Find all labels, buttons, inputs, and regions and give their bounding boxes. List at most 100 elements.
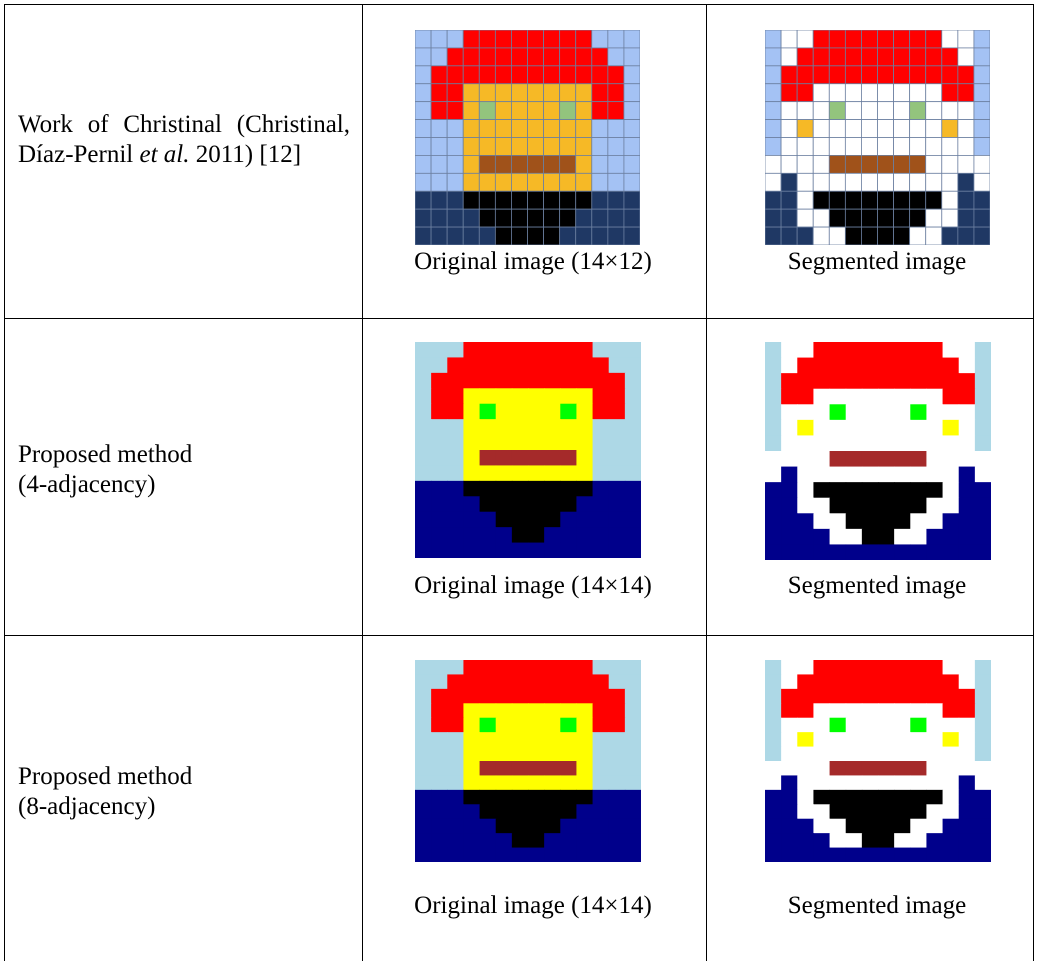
pixel	[495, 761, 513, 776]
pixel	[463, 388, 481, 405]
pixel	[797, 482, 814, 499]
pixel	[926, 544, 944, 560]
pixel	[511, 65, 528, 85]
pixel	[415, 208, 432, 228]
pixel	[829, 818, 847, 834]
pixel	[812, 83, 830, 103]
pixel	[958, 804, 976, 820]
pixel	[974, 482, 991, 499]
pixel	[861, 419, 879, 436]
pixel	[560, 372, 577, 389]
pixel-image	[415, 342, 641, 558]
pixel	[974, 732, 991, 748]
pixel	[926, 732, 944, 748]
pixel	[910, 513, 927, 530]
pixel	[813, 746, 831, 762]
pixel	[845, 818, 863, 834]
pixel	[910, 717, 927, 733]
pixel	[495, 496, 513, 513]
pixel	[559, 137, 577, 156]
pixel	[575, 137, 593, 156]
pixel	[941, 101, 959, 120]
pixel	[861, 544, 879, 560]
pixel	[624, 789, 641, 805]
pixel	[829, 357, 847, 374]
pixel	[813, 357, 831, 374]
pixel	[942, 761, 960, 776]
pixel	[576, 674, 594, 690]
pixel	[607, 208, 625, 228]
pixel	[878, 466, 895, 483]
pixel	[974, 789, 991, 805]
pixel	[765, 65, 782, 85]
pixel	[925, 83, 943, 103]
pixel	[478, 65, 496, 85]
pixel	[958, 466, 976, 483]
pixel	[957, 30, 975, 49]
pixel	[878, 732, 895, 748]
pixel	[462, 30, 480, 49]
pixel	[608, 419, 626, 436]
pixel	[543, 65, 561, 85]
pixel	[576, 542, 594, 558]
pixel	[861, 732, 879, 748]
pixel	[813, 373, 831, 390]
pixel	[958, 451, 976, 468]
pixel	[494, 155, 512, 174]
pixel	[893, 101, 911, 120]
pixel	[591, 119, 609, 138]
pixel	[431, 789, 448, 805]
pixel	[544, 388, 561, 405]
pixel	[495, 419, 513, 436]
pixel	[797, 674, 814, 690]
pixel	[511, 357, 529, 374]
caption: Original image (14×14)	[414, 572, 652, 599]
pixel	[828, 155, 846, 174]
pixel	[544, 434, 561, 451]
pixel	[958, 703, 976, 719]
pixel	[765, 482, 782, 499]
pixel	[974, 833, 991, 849]
pixel	[925, 190, 943, 210]
pixel	[592, 660, 610, 675]
pixel	[829, 717, 847, 733]
pixel	[431, 342, 448, 358]
pixel	[958, 746, 976, 762]
pixel	[463, 804, 481, 820]
pixel	[447, 480, 464, 497]
pixel	[575, 47, 593, 67]
pixel	[845, 357, 863, 374]
pixel	[608, 511, 626, 528]
pixel	[463, 775, 481, 791]
pixel	[608, 388, 626, 405]
pixel	[560, 434, 577, 451]
pixel	[591, 47, 609, 67]
pixel	[893, 190, 911, 210]
pixel	[511, 761, 529, 776]
pixel	[544, 496, 561, 513]
method-cell: Proposed method (8-adjacency)	[18, 762, 350, 822]
pixel	[527, 155, 544, 174]
pixel	[925, 119, 943, 138]
pixel	[910, 357, 927, 374]
pixel	[812, 101, 830, 120]
pixel	[415, 717, 432, 733]
pixel	[624, 674, 641, 690]
pixel	[765, 119, 782, 138]
pixel	[926, 833, 944, 849]
pixel	[861, 388, 879, 405]
pixel	[828, 47, 846, 67]
pixel	[431, 847, 448, 862]
pixel	[926, 775, 944, 791]
pixel	[495, 789, 513, 805]
pixel	[415, 434, 432, 451]
pixel	[861, 137, 878, 156]
pixel	[415, 660, 432, 675]
pixel	[511, 542, 529, 558]
pixel	[845, 804, 863, 820]
pixel	[591, 155, 609, 174]
pixel	[576, 804, 594, 820]
pixel	[829, 544, 847, 560]
pixel	[528, 434, 545, 451]
pixel	[431, 717, 448, 733]
